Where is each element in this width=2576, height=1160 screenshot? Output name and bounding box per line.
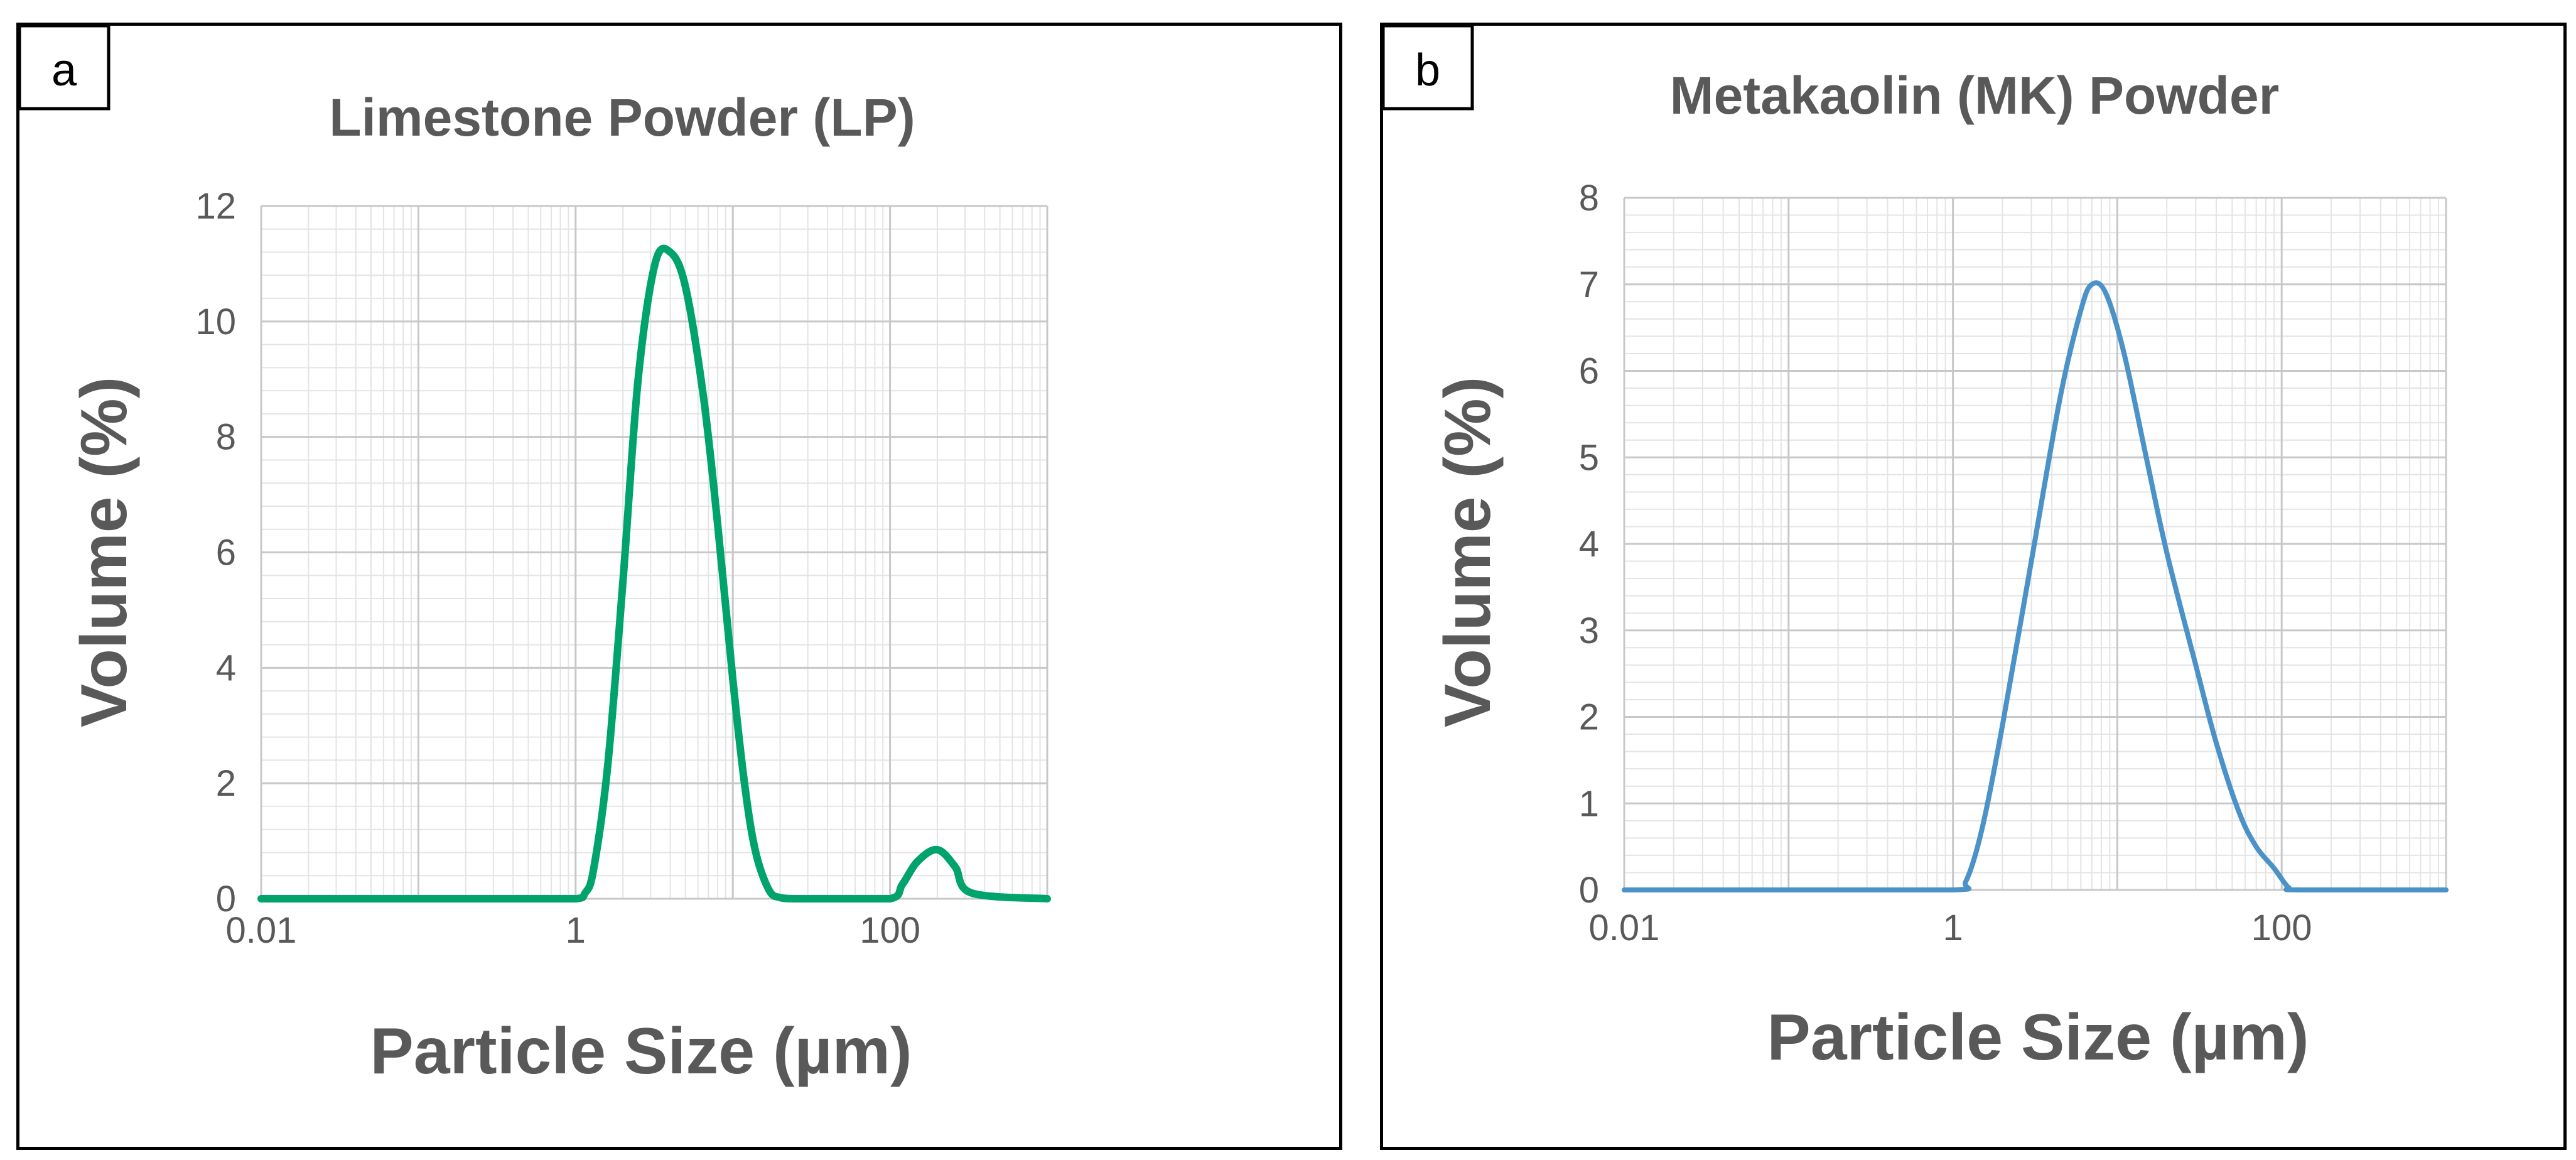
chart-a-y-tick-label: 6 [216,533,236,573]
chart-b-title: Metakaolin (MK) Powder [1670,66,2280,125]
chart-a-x-tick-label: 0.01 [226,910,297,951]
chart-panel-b: b Metakaolin (MK) Powder 0 1 2 3 4 5 6 7 8 0.01 1 100… [1380,23,2567,1150]
chart-a-panel-letter: a [51,45,77,95]
chart-a-x-tick-label: 1 [566,910,586,951]
chart-b-letter-box [1381,24,1474,111]
chart-a-y-tick-label: 2 [216,763,236,804]
chart-b-y-tick-label: 8 [1579,178,1599,219]
chart-a-x-tick-label: 100 [860,910,920,951]
chart-a-y-tick-label: 10 [195,301,236,342]
chart-b-panel-letter: b [1415,45,1440,95]
chart-a-title: Limestone Powder (LP) [329,88,915,147]
chart-b-y-tick-label: 4 [1579,524,1599,565]
chart-b-y-tick-label: 0 [1579,870,1599,911]
chart-a-series-line [257,244,1051,903]
chart-panel-a: a Limestone Powder (LP) 0 2 4 6 8 10 12 0.01 1 100 P… [16,23,1342,1150]
chart-a-svg: a Limestone Powder (LP) 0 2 4 6 8 10 12 0.01 1 100 P… [18,24,1051,1088]
chart-b-x-tick-label: 0.01 [1589,908,1660,948]
chart-a-y-tick-label: 8 [216,417,236,458]
chart-b-series-line [1622,280,2449,893]
chart-a-y-axis-title: Volume (%) [68,377,141,728]
chart-b-y-tick-label: 2 [1579,697,1599,738]
chart-a-y-tick-label: 12 [195,186,236,227]
chart-a-grid [260,205,1048,900]
chart-a-x-axis-title: Particle Size (µm) [370,1015,912,1088]
chart-b-svg: b Metakaolin (MK) Powder 0 1 2 3 4 5 6 7 8 0.01 1 100… [1381,24,2449,1074]
chart-b-grid [1623,197,2447,891]
chart-b-y-tick-label: 6 [1579,351,1599,392]
chart-b-y-tick-label: 7 [1579,264,1599,305]
chart-a-y-tick-label: 0 [216,879,236,919]
chart-b-y-axis-title: Volume (%) [1431,377,1504,728]
chart-b-x-tick-label: 1 [1943,908,1963,948]
chart-b-x-tick-label: 100 [2251,908,2312,948]
chart-b-y-tick-label: 3 [1579,610,1599,651]
chart-b-y-tick-label: 5 [1579,437,1599,478]
chart-b-x-axis-title: Particle Size (µm) [1767,1001,2309,1074]
chart-a-y-tick-label: 4 [216,648,236,688]
chart-a-letter-box [18,24,110,111]
chart-b-y-tick-label: 1 [1579,783,1599,824]
